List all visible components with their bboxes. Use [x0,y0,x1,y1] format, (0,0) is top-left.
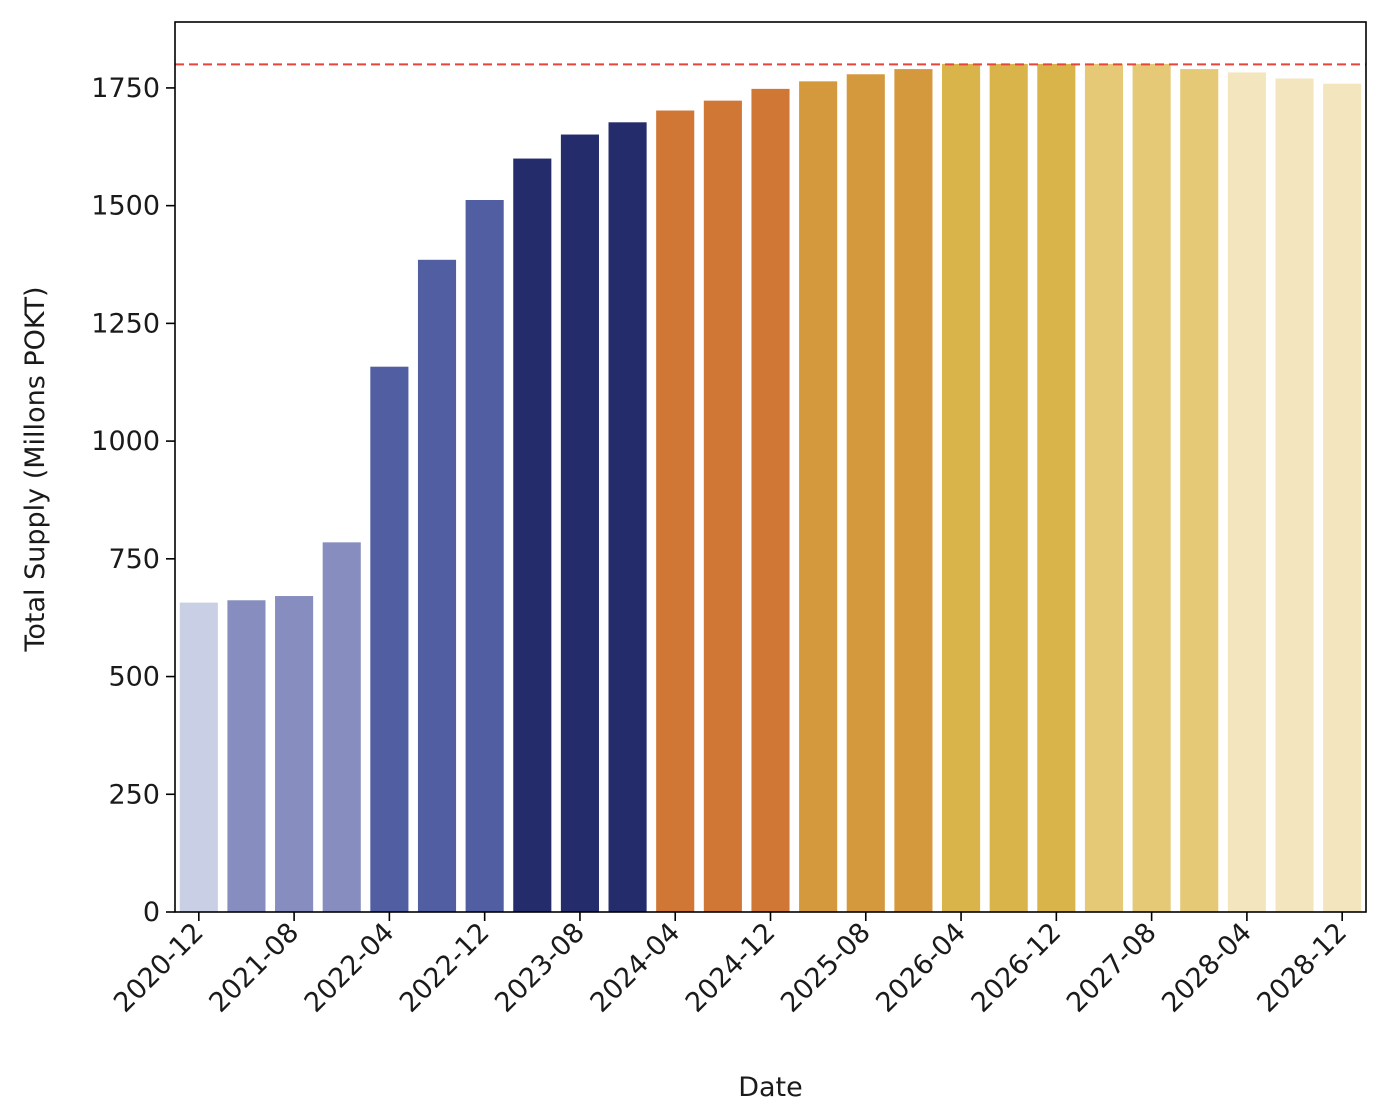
y-tick-label: 750 [108,544,160,575]
bar [846,74,885,912]
bar [227,600,266,912]
x-tick-label: 2024-04 [584,917,686,1019]
y-tick-label: 500 [108,662,160,693]
bar [1323,83,1362,912]
x-tick-label: 2028-04 [1156,917,1258,1019]
bar [1037,63,1076,913]
bar [1227,72,1266,912]
bar [942,63,981,913]
bar [799,81,838,912]
x-tick-label: 2021-08 [203,917,305,1019]
bar [322,542,361,912]
x-tick-label: 2022-04 [299,917,401,1019]
x-tick-label: 2025-08 [775,917,877,1019]
x-tick-label: 2022-12 [394,917,496,1019]
x-tick-label: 2026-04 [870,917,972,1019]
bar [894,69,933,913]
bar [513,158,552,912]
x-tick-label: 2023-08 [489,917,591,1019]
bar [608,122,647,913]
y-axis: 0 250 500 750 1000 1250 1500 1750 [91,73,175,928]
bar [1275,78,1314,912]
bar [560,134,599,913]
y-tick-label: 0 [143,897,160,928]
x-tick-label: 2026-12 [966,917,1068,1019]
bar [417,259,457,912]
y-tick-label: 1250 [91,308,160,339]
x-axis-title: Date [738,1072,803,1103]
y-tick-label: 1750 [91,73,160,104]
bar [989,63,1028,913]
x-tick-label: 2020-12 [108,917,210,1019]
x-tick-label: 2028-12 [1251,917,1353,1019]
y-tick-label: 1500 [91,191,160,222]
bar [275,596,314,912]
bar [1084,63,1124,913]
bar [703,100,742,912]
x-axis: 2020-122021-082022-042022-122023-082024-… [108,912,1353,1019]
bar [1132,63,1171,913]
bar [656,110,695,912]
bar [751,88,790,913]
bar [465,200,504,912]
y-tick-label: 1000 [91,426,160,457]
bar [1180,69,1219,913]
y-axis-title: Total Supply (Millons POKT) [20,286,51,652]
bar [370,366,409,912]
bars [179,63,1362,913]
x-tick-label: 2024-12 [680,917,782,1019]
x-tick-label: 2027-08 [1061,917,1163,1019]
bar [179,602,218,912]
y-tick-label: 250 [108,779,160,810]
